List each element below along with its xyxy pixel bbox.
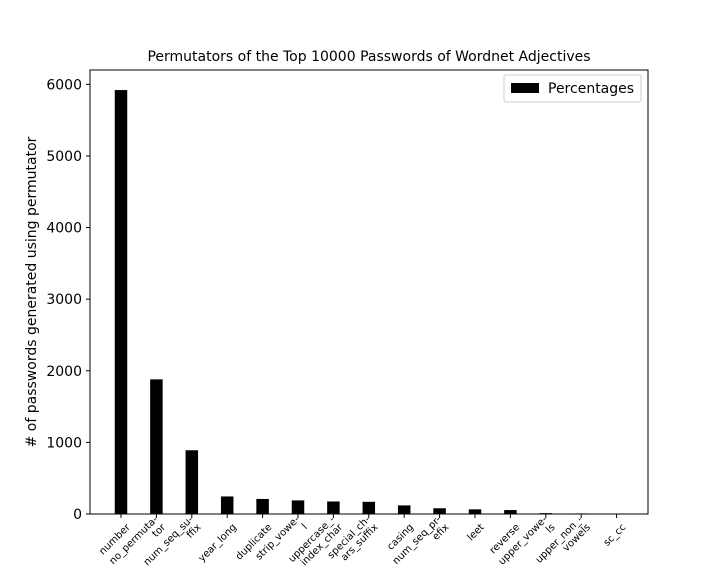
y-tick-label: 3000: [46, 292, 82, 308]
x-tick-label: year_long: [197, 522, 239, 564]
bar: [397, 505, 411, 514]
x-tick-label-line: l: [300, 522, 310, 532]
x-tick-label: sc_cc: [602, 522, 629, 549]
x-axis-ticks: numberno_permuta-tornum_seq_su-ffixyear_…: [97, 514, 629, 568]
bar: [185, 450, 199, 514]
x-tick-label-line: year_long: [197, 522, 239, 564]
y-tick-label: 2000: [46, 364, 82, 380]
bar: [327, 501, 340, 514]
bar: [433, 508, 446, 514]
y-tick-label: 1000: [46, 435, 82, 451]
x-tick-label-line: leet: [466, 522, 487, 543]
legend-box: [503, 74, 642, 103]
y-tick-label: 5000: [46, 149, 82, 165]
bar: [256, 498, 269, 514]
y-axis-label: # of passwords generated using permutato…: [24, 136, 40, 447]
legend-label: Percentages: [548, 81, 634, 97]
y-axis-ticks: 0 1000 2000 3000 4000 5000 6000: [46, 77, 90, 523]
chart-title: Permutators of the Top 10000 Passwords o…: [147, 49, 590, 65]
bar: [114, 90, 128, 515]
x-tick-label-text: sc_cc: [602, 522, 629, 549]
plot-frame: [89, 69, 649, 515]
legend: Percentages: [503, 74, 642, 103]
bar: [291, 500, 305, 514]
y-tick-label: 4000: [46, 221, 82, 237]
legend-swatch: [511, 83, 539, 93]
bars-group: [114, 90, 623, 515]
bar: [504, 510, 517, 514]
x-tick-label-line: sc_cc: [602, 522, 629, 549]
bar: [362, 501, 376, 514]
bar: [220, 496, 234, 514]
y-tick-label: 0: [73, 507, 82, 523]
x-tick-label-text: leet: [466, 522, 487, 543]
bar: [468, 509, 482, 514]
x-tick-label-text: year_long: [197, 522, 239, 564]
bar: [150, 379, 163, 514]
y-tick-label: 6000: [46, 77, 82, 93]
x-tick-label: leet: [466, 522, 487, 543]
